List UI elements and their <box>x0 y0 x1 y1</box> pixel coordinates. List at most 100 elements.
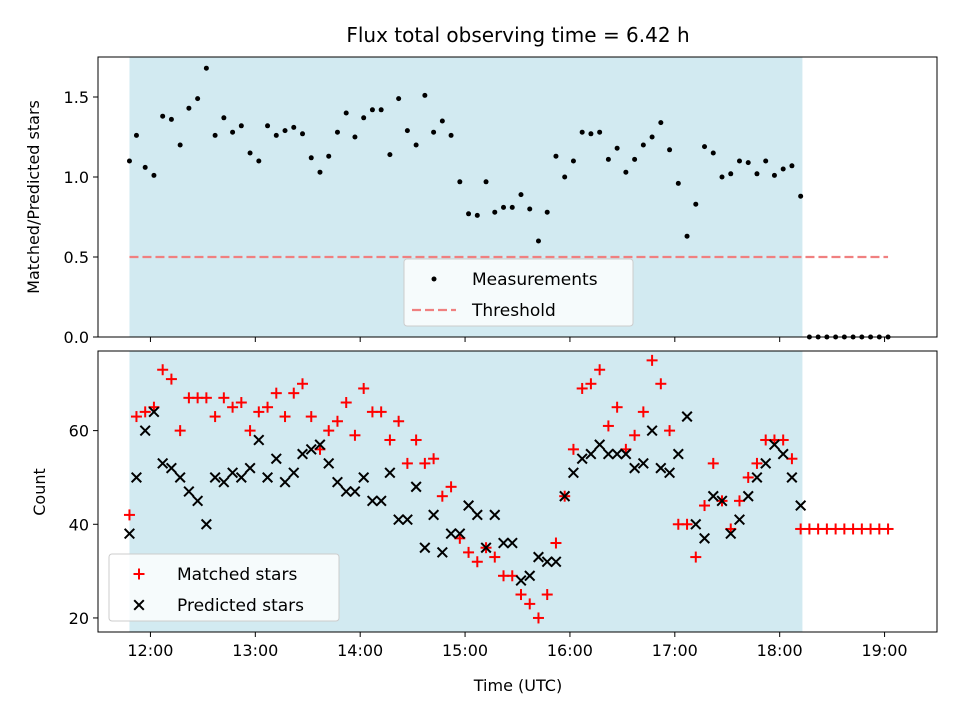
bottom-x-point <box>541 556 553 568</box>
top-dot-point <box>212 132 218 138</box>
bottom-plus-point <box>594 364 606 376</box>
bottom-x-point <box>751 471 763 483</box>
top-legend-label: Measurements <box>472 270 598 290</box>
top-dot-point <box>352 134 358 140</box>
bottom-x-point <box>192 495 204 507</box>
bottom-plus-point <box>349 429 361 441</box>
top-dot-point <box>387 152 393 158</box>
bottom-plus-point <box>297 378 309 390</box>
top-dot-point <box>466 211 472 217</box>
top-dot-point <box>361 115 367 121</box>
bottom-plus-point <box>637 406 649 418</box>
top-dot-point <box>579 129 585 135</box>
top-plot-frame <box>97 56 938 338</box>
bottom-plus-point <box>331 415 343 427</box>
bottom-plus-point <box>463 546 475 558</box>
bottom-plus-point <box>288 387 300 399</box>
bottom-x-point <box>227 467 239 479</box>
top-dot-point <box>780 166 786 172</box>
top-dot-point <box>789 163 795 169</box>
top-legend-dot-swatch <box>431 276 437 282</box>
bottom-x-tick-label: 16:00 <box>547 641 593 660</box>
bottom-plus-point <box>270 387 282 399</box>
bottom-x-point <box>463 500 475 512</box>
bottom-x-point <box>576 453 588 465</box>
top-dot-point <box>413 142 419 148</box>
bottom-x-point <box>506 537 518 549</box>
bottom-x-point <box>253 434 265 446</box>
bottom-plus-point <box>707 457 719 469</box>
bottom-x-point <box>681 411 693 423</box>
bottom-x-tick-label: 19:00 <box>862 641 908 660</box>
bottom-x-point <box>165 462 177 474</box>
top-dot-point <box>570 158 576 164</box>
top-dot-point <box>326 153 332 159</box>
bottom-x-point <box>401 514 413 526</box>
bottom-plus-point <box>393 415 405 427</box>
top-dot-point <box>160 113 166 119</box>
top-dot-point <box>291 124 297 130</box>
bottom-plus-point <box>305 411 317 423</box>
top-dot-point <box>736 158 742 164</box>
bottom-x-point <box>498 537 510 549</box>
bottom-plus-point <box>742 471 754 483</box>
bottom-y-tick-label: 60 <box>69 422 89 441</box>
bottom-plus-point <box>139 406 151 418</box>
top-dot-point <box>439 118 445 124</box>
bottom-x-point <box>445 528 457 540</box>
bottom-x-point <box>707 490 719 502</box>
bottom-plus-point <box>777 434 789 446</box>
top-dot-point <box>492 209 498 215</box>
bottom-plus-point <box>690 551 702 563</box>
bottom-x-point <box>235 471 247 483</box>
bottom-plus-point <box>585 378 597 390</box>
bottom-plus-point <box>218 392 230 404</box>
top-dot-point <box>369 107 375 113</box>
bottom-x-point <box>340 485 352 498</box>
bottom-x-point <box>646 425 658 437</box>
bottom-plus-point <box>733 495 745 507</box>
top-dot-point <box>343 110 349 116</box>
bottom-x-point <box>567 467 579 479</box>
top-dot-point <box>623 169 629 175</box>
top-dot-point <box>195 96 201 102</box>
top-legend-label: Threshold <box>471 301 556 321</box>
top-dot-point <box>247 150 253 156</box>
bottom-x-point <box>174 471 186 483</box>
bottom-x-point <box>157 457 169 469</box>
bottom-x-point <box>244 462 256 474</box>
bottom-x-point <box>393 514 405 526</box>
top-dot-point <box>684 233 690 239</box>
bottom-plus-point <box>471 556 483 568</box>
bottom-plus-point <box>130 411 142 423</box>
top-y-tick-label: 1.0 <box>64 168 89 187</box>
top-dot-point <box>265 123 271 129</box>
bottom-legend-x-swatch <box>133 599 145 611</box>
bottom-panel: 20 40 60 12:00 13:00 14:00 15:00 16:00 17:00 18:… <box>30 350 938 695</box>
bottom-plus-point <box>532 612 544 624</box>
bottom-plus-point <box>786 453 798 465</box>
bottom-plus-point <box>358 382 370 394</box>
bottom-plot-frame <box>97 350 938 633</box>
bottom-x-point <box>777 448 789 460</box>
top-dot-point <box>562 174 568 180</box>
bottom-plus-point <box>200 392 212 404</box>
bottom-x-point <box>218 476 230 488</box>
bottom-x-point <box>428 509 440 521</box>
top-dot-point <box>614 145 620 151</box>
bottom-x-point <box>436 546 448 558</box>
bottom-x-point <box>733 514 745 526</box>
bottom-x-point <box>183 485 195 498</box>
bottom-plus-point <box>244 425 256 437</box>
bottom-x-point <box>130 471 142 483</box>
bottom-x-point <box>419 542 431 554</box>
top-dot-point <box>300 131 306 137</box>
top-dot-point <box>728 171 734 177</box>
bottom-x-point <box>725 528 737 540</box>
bottom-legend-label: Predicted stars <box>177 596 304 616</box>
bottom-x-point <box>123 528 135 540</box>
bottom-x-point <box>716 495 728 507</box>
bottom-plus-point <box>629 429 641 441</box>
bottom-x-point <box>768 439 780 451</box>
